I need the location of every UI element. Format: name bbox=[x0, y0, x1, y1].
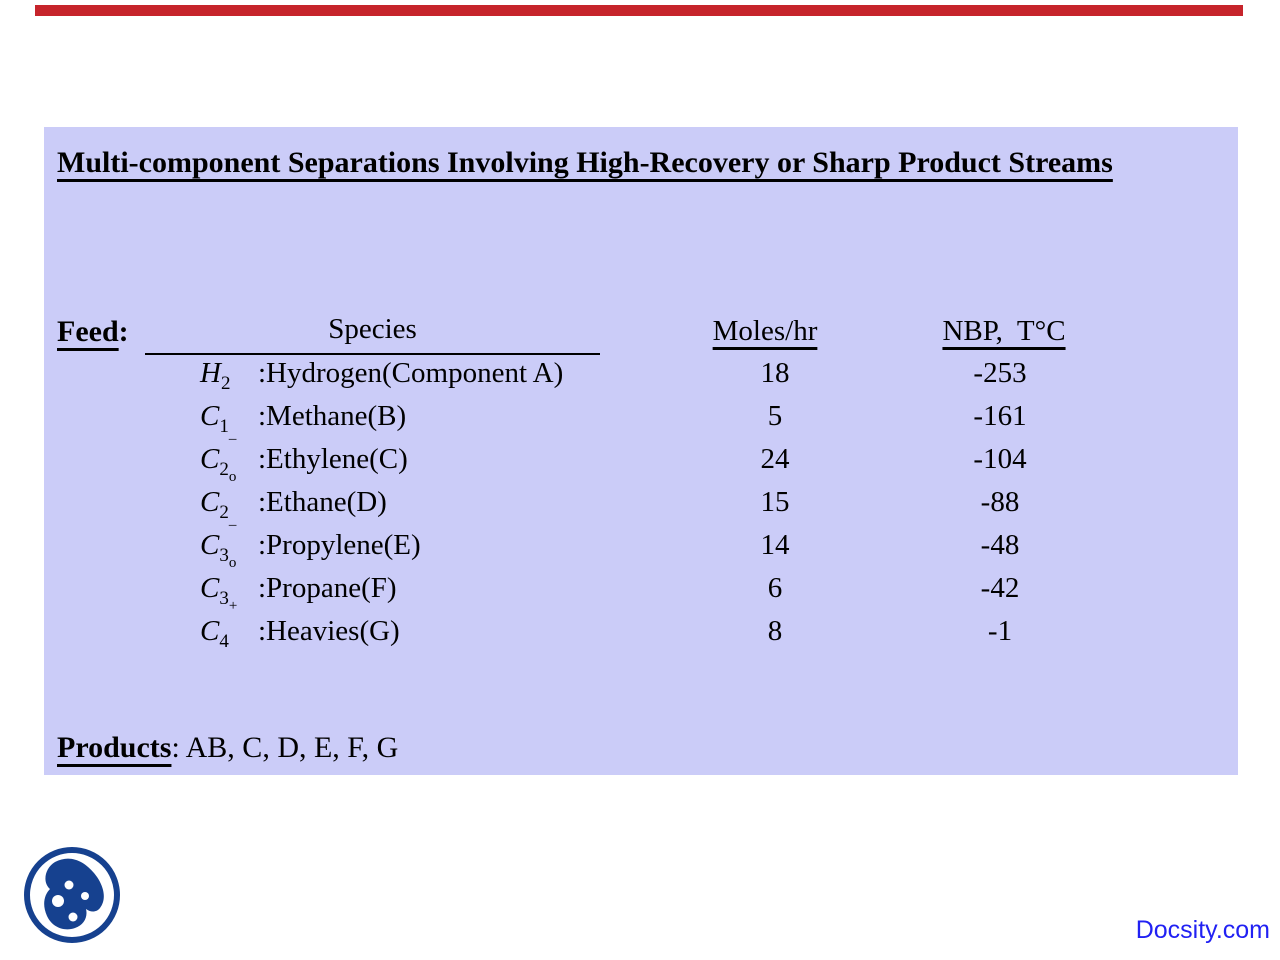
table-row: C1_ :Methane(B) 5 -161 bbox=[44, 400, 1238, 443]
nbp-value: -88 bbox=[980, 486, 1020, 518]
docsity-brand-link[interactable]: Docsity.com bbox=[1135, 916, 1270, 944]
moles-value: 8 bbox=[767, 615, 783, 647]
table-row: C4 :Heavies(G) 8 -1 bbox=[44, 615, 1238, 658]
moles-value: 24 bbox=[760, 443, 790, 475]
species-symbol-base: C bbox=[200, 615, 220, 647]
products-line: Products: AB, C, D, E, F, G bbox=[57, 731, 398, 765]
species-symbol-base: C bbox=[200, 443, 220, 475]
species-symbol-subsub: o bbox=[228, 555, 237, 571]
species-symbol-subsub: _ bbox=[228, 512, 237, 528]
nbp-value: -42 bbox=[980, 572, 1020, 604]
species-symbol-sub: 1 bbox=[219, 416, 229, 437]
species-symbol: C1_ bbox=[200, 400, 258, 443]
species-symbol-base: C bbox=[200, 529, 220, 561]
nbp-column-header: NBP, T°C bbox=[942, 315, 1066, 347]
moles-value: 15 bbox=[760, 486, 790, 518]
nbp-value: -253 bbox=[973, 357, 1027, 389]
species-symbol: C3+ bbox=[200, 572, 258, 615]
species-symbol-subsub: _ bbox=[228, 426, 237, 442]
species-name: :Ethane(D) bbox=[258, 486, 387, 518]
species-name: :Heavies(G) bbox=[258, 615, 400, 647]
species-name: :Hydrogen(Component A) bbox=[258, 357, 564, 389]
species-name: :Methane(B) bbox=[258, 400, 407, 432]
species-column-header: Species bbox=[145, 313, 600, 355]
species-symbol-sub: 4 bbox=[219, 631, 229, 652]
table-row: C3+ :Propane(F) 6 -42 bbox=[44, 572, 1238, 615]
species-name: :Propylene(E) bbox=[258, 529, 421, 561]
species-symbol-sub: 2 bbox=[219, 459, 229, 480]
docsity-logo bbox=[24, 847, 120, 943]
species-name: :Ethylene(C) bbox=[258, 443, 408, 475]
species-symbol-base: C bbox=[200, 400, 220, 432]
feed-label: Feed: bbox=[57, 315, 129, 349]
table-row: C2_ :Ethane(D) 15 -88 bbox=[44, 486, 1238, 529]
species-symbol-subsub: o bbox=[228, 469, 237, 485]
species-symbol-sub: 3 bbox=[219, 545, 229, 566]
moles-value: 5 bbox=[767, 400, 783, 432]
species-symbol-sub: 2 bbox=[219, 502, 229, 523]
moles-column-header: Moles/hr bbox=[712, 315, 818, 347]
docsity-logo-blob bbox=[44, 858, 104, 930]
nbp-value: -1 bbox=[987, 615, 1013, 647]
top-red-bar bbox=[35, 5, 1243, 16]
nbp-value: -48 bbox=[980, 529, 1020, 561]
products-label: Products bbox=[57, 731, 172, 764]
table-row: C3o :Propylene(E) 14 -48 bbox=[44, 529, 1238, 572]
species-symbol: C2o bbox=[200, 443, 258, 486]
slide-box: Multi-component Separations Involving Hi… bbox=[44, 127, 1238, 775]
table-row: C2o :Ethylene(C) 24 -104 bbox=[44, 443, 1238, 486]
slide-title: Multi-component Separations Involving Hi… bbox=[57, 146, 1113, 179]
species-symbol-subsub: + bbox=[228, 598, 238, 614]
table-row: H2 :Hydrogen(Component A) 18 -253 bbox=[44, 357, 1238, 400]
species-symbol-sub: 3 bbox=[219, 588, 229, 609]
species-symbol: C3o bbox=[200, 529, 258, 572]
products-value: : AB, C, D, E, F, G bbox=[171, 731, 399, 764]
feed-label-text: Feed bbox=[57, 315, 119, 348]
moles-value: 18 bbox=[760, 357, 790, 389]
nbp-value: -104 bbox=[973, 443, 1027, 475]
species-symbol-base: C bbox=[200, 486, 220, 518]
species-symbol: C2_ bbox=[200, 486, 258, 529]
species-symbol-base: C bbox=[200, 572, 220, 604]
species-symbol: H2 bbox=[200, 357, 258, 400]
species-symbol-sub: 2 bbox=[220, 373, 231, 394]
moles-value: 14 bbox=[760, 529, 790, 561]
species-symbol-base: H bbox=[200, 357, 221, 389]
feed-label-colon: : bbox=[118, 315, 129, 348]
nbp-value: -161 bbox=[973, 400, 1027, 432]
feed-rows: H2 :Hydrogen(Component A) 18 -253 C1_ :M… bbox=[44, 357, 1238, 658]
species-name: :Propane(F) bbox=[258, 572, 397, 604]
species-symbol: C4 bbox=[200, 615, 258, 658]
moles-value: 6 bbox=[767, 572, 783, 604]
